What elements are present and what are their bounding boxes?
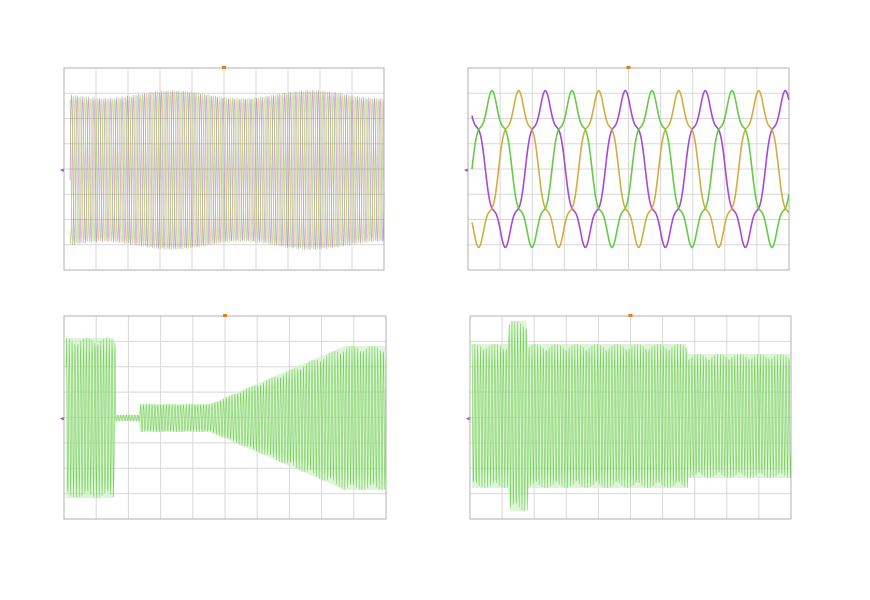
phase-wave (471, 89, 790, 249)
trigger-marker (222, 66, 226, 69)
phase-wave (69, 89, 385, 251)
channel-marker: ◂ (60, 167, 64, 174)
trigger-marker (223, 314, 227, 317)
channel-marker: ◂ (466, 416, 470, 423)
phase-wave (471, 89, 790, 249)
scope-panel: ◂ (464, 66, 790, 271)
current-wave (65, 337, 387, 499)
phase-wave (69, 90, 385, 250)
phase-wave (69, 90, 385, 250)
phase-wave (471, 89, 790, 249)
trigger-marker (626, 66, 631, 69)
channel-marker: ◂ (464, 167, 468, 174)
channel-marker: ◂ (60, 416, 64, 423)
current-wave (471, 320, 792, 512)
trigger-marker (628, 314, 633, 317)
